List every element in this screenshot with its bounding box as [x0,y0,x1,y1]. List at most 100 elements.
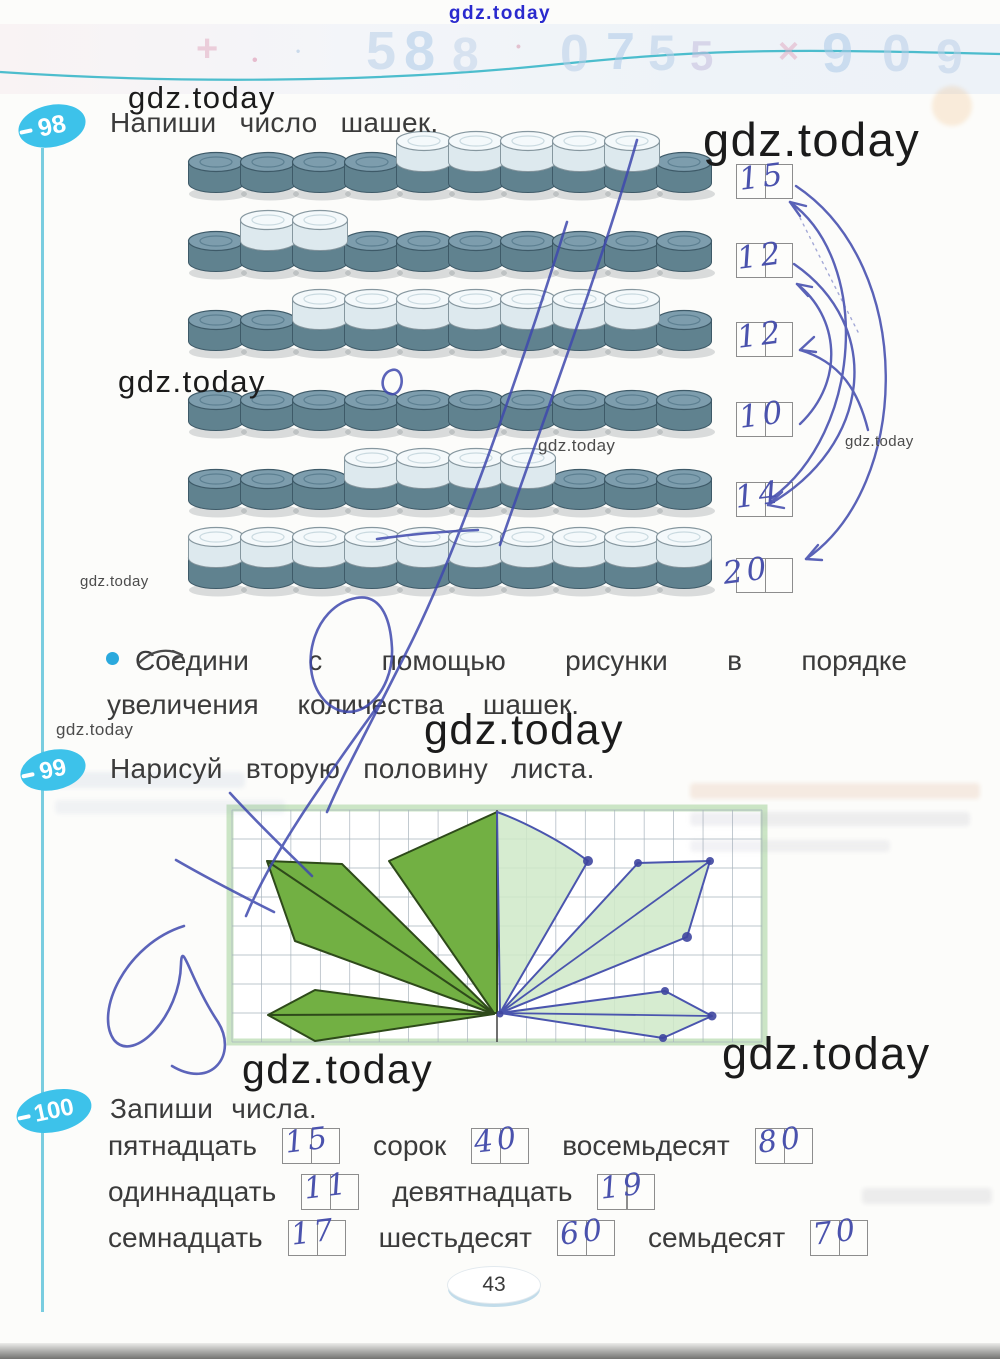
bullet-word: рисунки [565,645,668,676]
bullet-word: порядке [801,645,907,676]
light-checker [499,526,557,568]
handwritten-answer: 40 [472,1120,523,1161]
vertex-dots [496,856,717,1042]
handwritten-answer: 15 [282,1120,334,1161]
bullet-word: помощью [381,645,506,676]
light-checker [603,526,661,568]
header-decor-glyph: • [296,44,301,58]
bleed-through [932,86,972,126]
dark-checker [291,389,349,431]
badge-dash [19,128,33,135]
handwritten-answer: 17 [288,1212,339,1253]
answer-box: 40 [471,1120,530,1164]
header-decor-glyph: 5 [690,32,714,79]
bullet-dot [106,652,119,665]
light-checker [447,526,505,568]
margin-rule-line [41,148,44,1312]
number-word: семьдесят [647,1222,786,1253]
bleed-through [55,772,245,788]
checkers-row [187,130,715,201]
answer-box: 12 [735,314,793,357]
handwritten-answer: 12 [734,314,787,356]
checkers-row [187,288,715,359]
dark-checker [447,389,505,431]
light-checker [499,447,557,489]
page-number-text: 43 [482,1273,506,1296]
light-checker [187,526,245,568]
header-decor-glyph: 5 [366,21,397,81]
answer-box: 17 [287,1212,346,1256]
light-checker [239,526,297,568]
dark-checker [239,309,297,351]
bleed-through [690,783,980,799]
bleed-through [55,800,285,814]
dark-checker [343,389,401,431]
bullet-word: шашек. [482,689,579,720]
dark-checker [187,468,245,510]
dark-checker [603,468,661,510]
light-checker [291,526,349,568]
light-checker [551,526,609,568]
checkers-row [187,526,715,597]
dark-checker [655,309,713,351]
task-100-title: Запиши числа. [110,1093,317,1124]
handwritten-answer: 12 [734,235,787,277]
checkers-row [187,447,715,518]
header-decor-glyph: 5 [648,25,676,81]
dark-checker [343,151,401,193]
handwritten-answer: 70 [811,1212,862,1253]
answer-box: 15 [281,1120,340,1164]
dark-checker [291,468,349,510]
number-word: пятнадцать [108,1130,257,1161]
header-decor-glyph: 8 [452,29,479,82]
dark-checker [187,389,245,431]
answer-box: 10 [736,394,793,437]
number-word: сорок [372,1130,447,1161]
number-word: восемьдесят [562,1130,730,1161]
answer-box: 80 [754,1120,813,1164]
number-word: девятнадцать [392,1176,573,1207]
handwritten-answer: 11 [302,1166,353,1207]
handwritten-answer: 20 [720,550,773,592]
light-checker [447,130,505,172]
light-checker [499,288,557,330]
dark-checker [239,468,297,510]
checkers-rows [187,130,715,597]
header-decor-glyph: + [196,28,219,70]
dark-checker [551,389,609,431]
light-checker [499,130,557,172]
dark-checker [343,230,401,272]
bullet-word: Соедини [135,645,249,676]
light-checker [343,526,401,568]
task-number: 99 [37,753,69,786]
light-checker [395,447,453,489]
leaf-right-handdrawn [496,811,717,1042]
bleed-through [862,1188,992,1204]
number-words-row: семнадцать 17 шестьдесят 60 семьдесят 70 [108,1212,901,1256]
dark-checker [655,151,713,193]
number-words-row: одиннадцать 11 девятнадцать 19 [108,1166,688,1210]
curved-arrow-icon [137,649,184,665]
light-checker [343,447,401,489]
dark-checker [187,151,245,193]
light-checker [551,130,609,172]
answer-box: 11 [301,1166,360,1210]
dark-checker [395,389,453,431]
dark-checker [499,230,557,272]
header-wave-line [0,49,1000,81]
light-checker [395,526,453,568]
light-checker [291,288,349,330]
header-decor-glyph: 9 [936,31,963,84]
dark-checker [239,389,297,431]
dark-checker [551,468,609,510]
handwritten-answer: 15 [736,156,789,198]
light-checker [603,130,661,172]
number-word: одиннадцать [108,1176,277,1207]
header-decor-glyph: • [252,52,258,69]
handwritten-answer: 80 [755,1120,806,1161]
header-decor-glyph: 9 [822,21,854,84]
task-number: 100 [31,1093,77,1128]
bullet-word: увеличения [107,689,259,720]
handwritten-answer: 10 [736,394,789,436]
bullet-word: количества [297,689,445,720]
